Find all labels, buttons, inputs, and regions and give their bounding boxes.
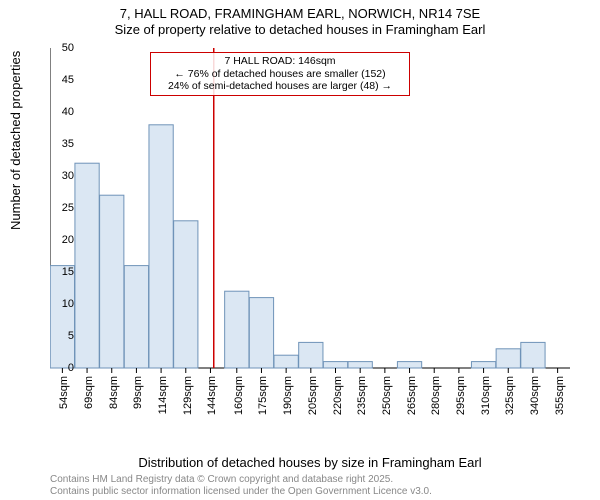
title-line-1: 7, HALL ROAD, FRAMINGHAM EARL, NORWICH, … [0, 6, 600, 22]
xtick-label: 205sqm [307, 376, 319, 415]
xtick-label: 235sqm [356, 376, 368, 415]
ytick-label: 5 [44, 330, 74, 342]
xtick-label: 160sqm [233, 376, 245, 415]
ytick-label: 15 [44, 266, 74, 278]
ytick-label: 50 [44, 42, 74, 54]
ytick-label: 25 [44, 202, 74, 214]
xtick-label: 250sqm [381, 376, 393, 415]
xtick-label: 175sqm [257, 376, 269, 415]
chart-area [50, 48, 570, 418]
ytick-label: 10 [44, 298, 74, 310]
ytick-label: 20 [44, 234, 74, 246]
xtick-label: 310sqm [480, 376, 492, 415]
xtick-label: 99sqm [132, 376, 144, 409]
xtick-label: 340sqm [529, 376, 541, 415]
ytick-label: 40 [44, 106, 74, 118]
histogram-plot [50, 48, 570, 418]
xtick-label: 325sqm [504, 376, 516, 415]
ytick-label: 0 [44, 362, 74, 374]
annot-line-3: 24% of semi-detached houses are larger (… [155, 80, 405, 93]
annot-line-1: 7 HALL ROAD: 146sqm [155, 55, 405, 68]
footer-line-2: Contains public sector information licen… [50, 486, 432, 498]
x-axis-label: Distribution of detached houses by size … [50, 455, 570, 470]
xtick-label: 114sqm [157, 376, 169, 414]
xtick-label: 190sqm [282, 376, 294, 415]
xtick-label: 280sqm [430, 376, 442, 415]
title-line-2: Size of property relative to detached ho… [0, 22, 600, 38]
xtick-label: 69sqm [83, 376, 95, 409]
ytick-label: 30 [44, 170, 74, 182]
chart-title: 7, HALL ROAD, FRAMINGHAM EARL, NORWICH, … [0, 0, 600, 39]
xtick-label: 355sqm [554, 376, 566, 415]
footer-line-1: Contains HM Land Registry data © Crown c… [50, 474, 432, 486]
xtick-label: 265sqm [406, 376, 418, 415]
footer-attribution: Contains HM Land Registry data © Crown c… [50, 474, 432, 497]
annot-line-2: ← 76% of detached houses are smaller (15… [155, 68, 405, 81]
xtick-label: 295sqm [455, 376, 467, 415]
xtick-label: 220sqm [332, 376, 344, 415]
xtick-label: 129sqm [182, 376, 194, 415]
xtick-label: 54sqm [58, 376, 70, 409]
xtick-label: 144sqm [206, 376, 218, 415]
ytick-label: 35 [44, 138, 74, 150]
marker-annotation: 7 HALL ROAD: 146sqm← 76% of detached hou… [150, 52, 410, 96]
y-axis-label: Number of detached properties [8, 51, 23, 230]
ytick-label: 45 [44, 74, 74, 86]
xtick-label: 84sqm [108, 376, 120, 409]
